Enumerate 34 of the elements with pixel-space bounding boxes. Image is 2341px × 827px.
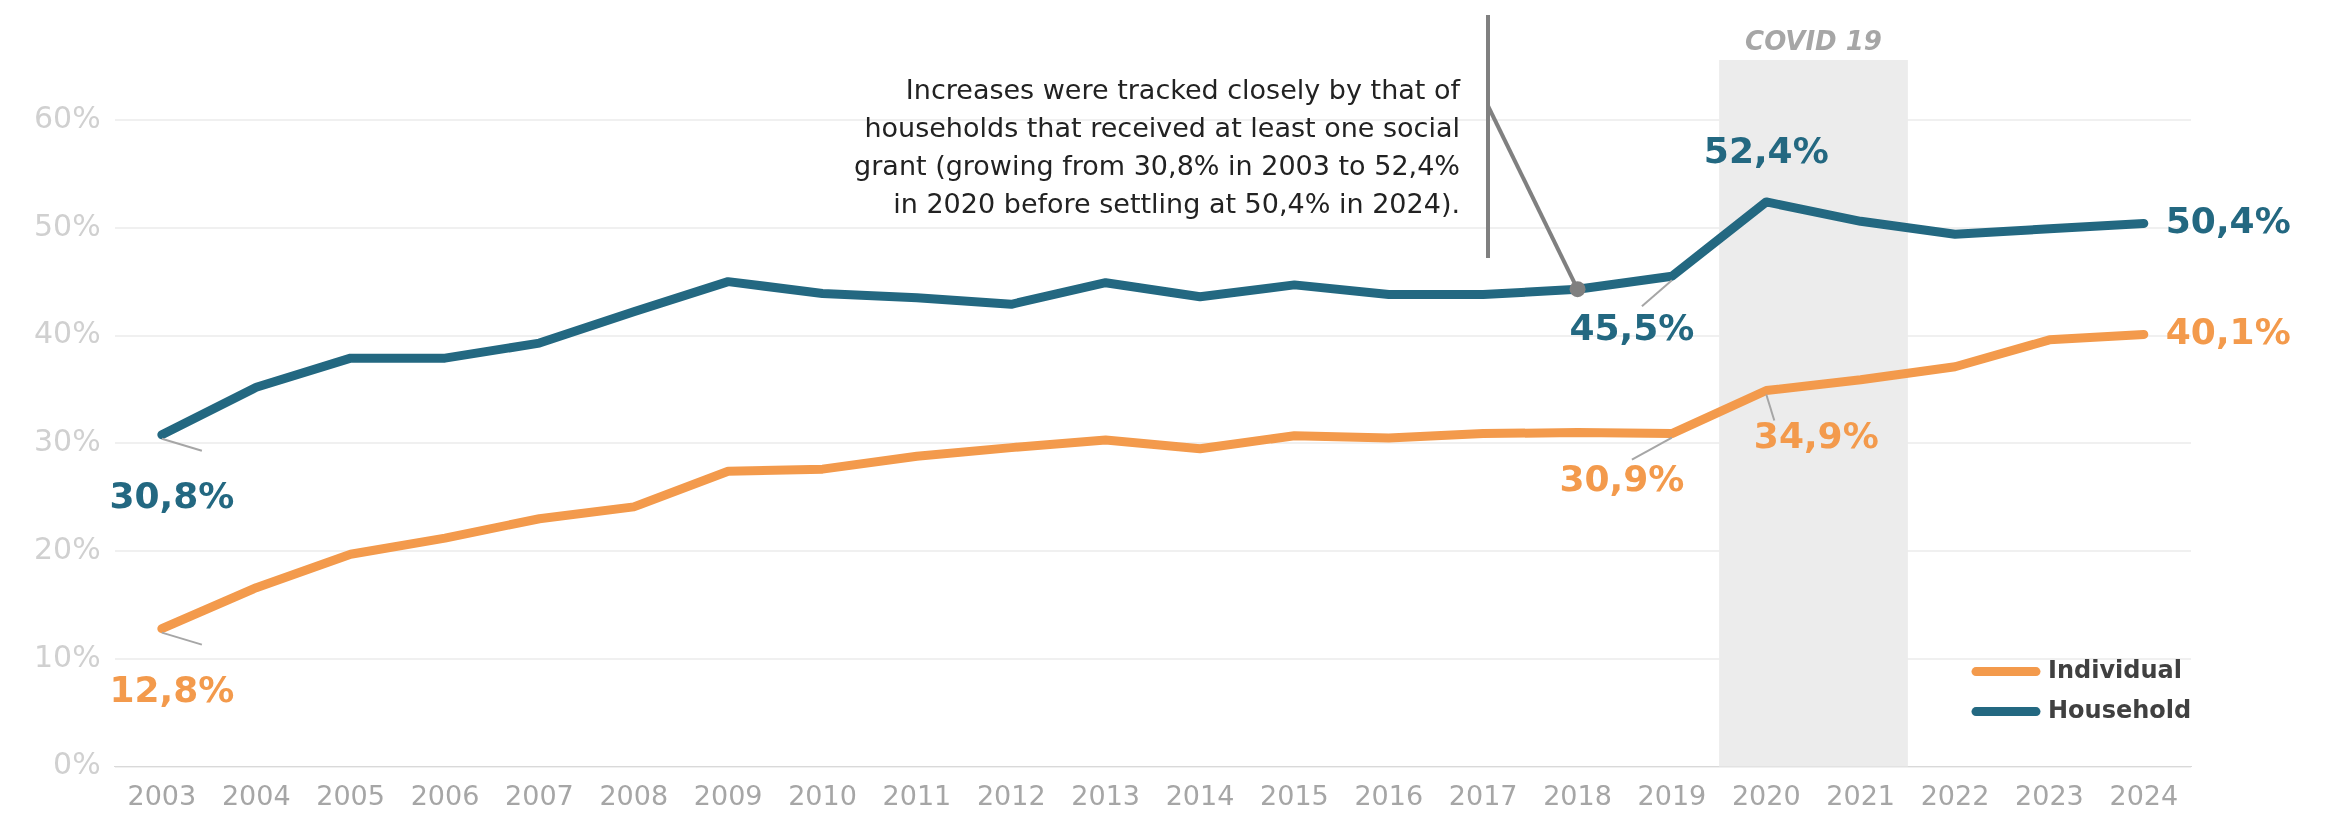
- x-tick-label: 2011: [882, 779, 952, 811]
- x-tick-label: 2014: [1165, 779, 1235, 811]
- data-label: 30,9%: [1559, 457, 1685, 499]
- x-tick-label: 2005: [316, 779, 385, 811]
- data-label: 30,8%: [109, 475, 235, 517]
- data-label: 50,4%: [2165, 199, 2291, 241]
- x-tick-label: 2013: [1071, 779, 1141, 811]
- x-tick-label: 2020: [1731, 779, 1801, 811]
- legend-label: Individual: [2048, 655, 2182, 684]
- x-tick-label: 2018: [1543, 779, 1612, 811]
- x-tick-label: 2022: [1920, 779, 1990, 811]
- x-tick-label: 2004: [221, 779, 291, 811]
- x-tick-label: 2007: [505, 779, 574, 811]
- x-tick-label: 2021: [1826, 779, 1896, 811]
- x-tick-label: 2008: [599, 779, 669, 811]
- annotation: Increases were tracked closely by that of households that received at least one social grant (growing from 30,8% in 2003 to 52,4% in 2020 before settling at 50,4% in 2024).: [854, 73, 1462, 219]
- x-tick-label: 2006: [410, 779, 480, 811]
- x-tick-label: 2009: [693, 779, 763, 811]
- data-label: 45,5%: [1569, 306, 1695, 348]
- band-label: COVID 19: [1745, 25, 1882, 56]
- data-label: 12,8%: [109, 669, 235, 711]
- x-tick-label: 2012: [976, 779, 1046, 811]
- x-tick-label: 2017: [1448, 779, 1518, 811]
- x-tick-label: 2003: [127, 779, 197, 811]
- x-tick-label: 2023: [2015, 779, 2084, 811]
- x-tick-label: 2010: [788, 779, 857, 811]
- x-tick-label: 2016: [1354, 779, 1424, 811]
- legend-label: Household: [2048, 695, 2192, 724]
- data-label: 40,1%: [2165, 310, 2291, 352]
- x-tick-label: 2019: [1637, 779, 1707, 811]
- data-label: 52,4%: [1703, 130, 1829, 172]
- data-label: 34,9%: [1753, 414, 1879, 456]
- x-tick-label: 2015: [1260, 779, 1329, 811]
- x-tick-label: 2024: [2109, 779, 2179, 811]
